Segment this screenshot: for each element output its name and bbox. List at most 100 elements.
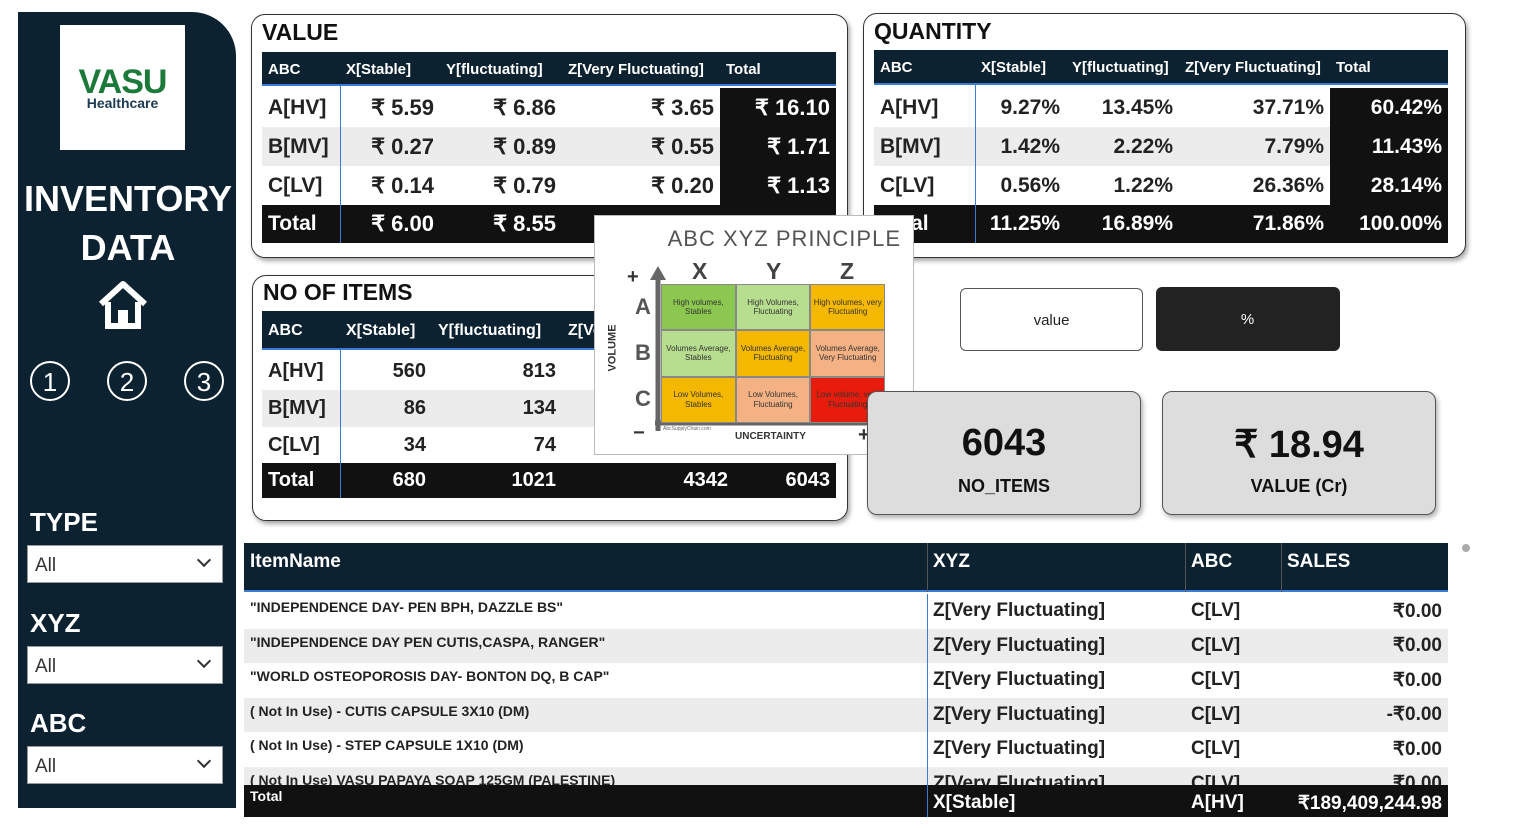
value-cell: 680 (340, 463, 432, 498)
row-bg (244, 628, 1448, 663)
card-label: VALUE (Cr) (1250, 476, 1348, 496)
table-cell: ₹0.00 (1392, 773, 1442, 785)
value-cell: 74 (533, 433, 556, 456)
value-cell: 26.36% (1252, 173, 1324, 197)
value-cell: 2.22% (1113, 134, 1173, 158)
row-letter: B (635, 340, 651, 365)
row-bg (244, 697, 1448, 732)
column-header: ABC (1191, 551, 1233, 572)
row-bg (244, 594, 1448, 629)
table-body: "INDEPENDENCE DAY- PEN BPH, DAZZLE BS" Z[… (244, 594, 1448, 785)
nav-button[interactable]: 2 (107, 361, 147, 401)
card (1162, 391, 1436, 515)
column-header: ABC (880, 59, 913, 76)
header-bg (262, 52, 836, 86)
dropdown[interactable]: All (27, 645, 223, 684)
row-label: A[HV] (880, 95, 939, 119)
value-cell: ₹ 3.65 (651, 94, 714, 120)
nav-button[interactable]: 3 (184, 361, 224, 401)
matrix-cell: High volumes, Stables (661, 284, 736, 331)
table-cell: Z[Very Fluctuating] (933, 669, 1106, 691)
value-cell: 7.79% (1264, 134, 1324, 158)
axis-end: + (627, 266, 639, 288)
matrix-cell: Volumes Average, Stables (661, 330, 736, 377)
dropdown[interactable]: All (27, 545, 223, 583)
home-icon[interactable] (97, 280, 149, 330)
toggle-button[interactable]: % (1240, 311, 1255, 328)
toggle-button[interactable]: value (960, 288, 1143, 351)
column-header: X[Stable] (346, 321, 416, 339)
item-name: "INDEPENDENCE DAY PEN CUTIS,CASPA, RANGE… (250, 633, 606, 650)
table-cell: Z[Very Fluctuating] (933, 634, 1106, 656)
header-divider (1281, 543, 1282, 592)
card-label: NO_ITEMS (957, 476, 1050, 496)
total-cell: Total (250, 788, 283, 804)
source: AbcSupplyChain.com (663, 426, 711, 432)
table-cell: C[LV] (1191, 703, 1241, 725)
table-cell: C[LV] (1191, 772, 1241, 785)
row-letter: A (635, 294, 651, 319)
column-header: Y[fluctuating] (1072, 59, 1169, 76)
matrix-cell: Volumes Average, Fluctuating (735, 330, 811, 377)
total-cell: A[HV] (1191, 792, 1244, 813)
matrix-cell: Low Volumes, Stables (661, 376, 736, 423)
card-value: ₹ 18.94 (1234, 424, 1364, 466)
axis-end: + (858, 424, 870, 446)
value-cell: ₹ 5.59 (371, 94, 434, 120)
panel-title: NO OF ITEMS (263, 279, 413, 305)
value-cell: ₹ 16.10 (720, 88, 836, 127)
table-cell: Z[Very Fluctuating] (933, 600, 1106, 622)
header-divider (927, 543, 928, 592)
value-cell: 28.14% (1330, 166, 1448, 205)
row-label: A[HV] (268, 95, 327, 119)
matrix-cell: High volumes, very Fluctuating (810, 284, 886, 331)
value-cell: 34 (403, 433, 426, 456)
value-cell: 11.43% (1330, 127, 1448, 166)
toggle-bg (1156, 287, 1340, 351)
value-cell: 11.25% (975, 205, 1066, 243)
row-bg (244, 766, 1448, 785)
principle-image: ABC XYZ PRINCIPLE A High volumes, Stables H… (594, 215, 914, 455)
panel-title: QUANTITY (874, 18, 992, 44)
column-header: Y[fluctuating] (438, 321, 542, 339)
sidebar-title: DATA (80, 227, 176, 268)
dropdown[interactable]: All (27, 746, 223, 784)
y-axis-label: VOLUME (606, 324, 619, 372)
table-cell: Z[Very Fluctuating] (933, 772, 1106, 785)
value-cell: 134 (522, 397, 556, 419)
value-cell: ₹ 0.79 (493, 172, 556, 198)
value-cell: ₹ 6.00 (340, 205, 440, 243)
value-cell: ₹ 1.71 (720, 127, 836, 166)
value-cell: 37.71% (1252, 95, 1324, 119)
column-header: Z[Very Fluctuating] (568, 60, 704, 78)
row-label: B[MV] (268, 397, 326, 419)
column-letter: Y (766, 258, 782, 284)
matrix-cell: Low Volumes, Fluctuating (735, 376, 811, 423)
card-value: 6043 (961, 422, 1047, 464)
nav-button[interactable]: 1 (30, 361, 70, 401)
total-cell: X[Stable] (933, 792, 1016, 813)
value-cell: 60.42% (1330, 88, 1448, 127)
column-header: ABC (268, 321, 303, 339)
card (867, 391, 1141, 515)
logo-brand: VASU (78, 63, 168, 101)
row-label: B[MV] (880, 134, 941, 158)
row-label: A[HV] (268, 360, 324, 382)
logo: VASU Healthcare (60, 25, 185, 150)
value-cell: ₹ 1.13 (720, 166, 836, 205)
column-header: Total (1336, 59, 1371, 76)
item-name: "INDEPENDENCE DAY- PEN BPH, DAZZLE BS" (250, 599, 564, 616)
value-cell: ₹ 0.20 (651, 172, 714, 198)
column-header: ABC (268, 60, 301, 78)
value-cell: 13.45% (1101, 95, 1173, 119)
value-cell: ₹ 8.55 (440, 205, 562, 243)
scroll-dot (1462, 544, 1470, 552)
row-bg (244, 663, 1448, 698)
table-cell: ₹0.00 (1392, 635, 1442, 657)
column-header: SALES (1287, 551, 1351, 572)
column-header: X[Stable] (981, 59, 1047, 76)
column-header: Total (726, 60, 761, 78)
value-cell: 100.00% (1330, 205, 1448, 243)
value-cell: 813 (522, 360, 556, 382)
total-bg (244, 785, 1448, 817)
